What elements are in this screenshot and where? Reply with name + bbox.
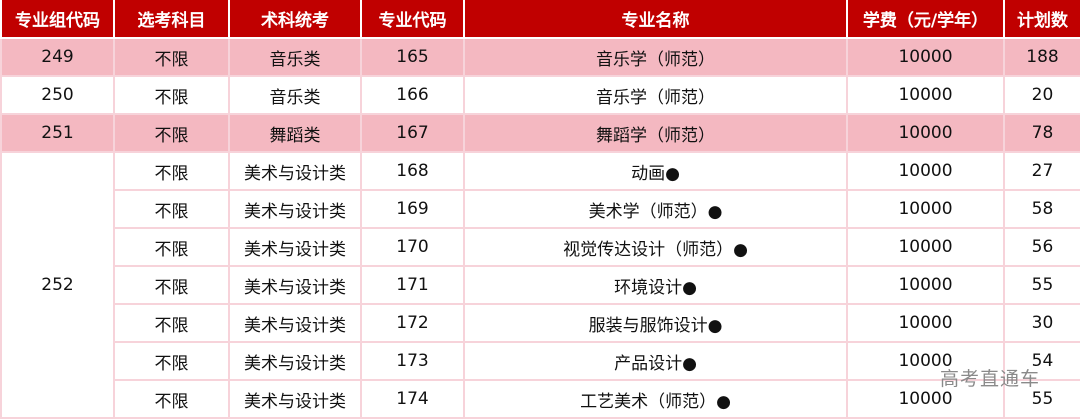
cell-fee: 10000	[846, 37, 1005, 77]
cell-fee: 10000	[846, 113, 1005, 153]
cell-code: 172	[360, 303, 465, 343]
table-row: 251 不限 舞蹈类 167 舞蹈学（师范） 10000 78	[0, 113, 1080, 153]
cell-name: 音乐学（师范）	[463, 37, 848, 77]
cell-exam: 美术与设计类	[228, 151, 362, 191]
watermark: 高考直通车	[940, 368, 1041, 390]
cell-subject: 不限	[113, 341, 230, 381]
table-row: 249 不限 音乐类 165 音乐学（师范） 10000 188	[0, 37, 1080, 77]
cell-exam: 音乐类	[228, 37, 362, 77]
cell-name: 环境设计●	[463, 265, 848, 305]
cell-subject: 不限	[113, 37, 230, 77]
cell-code: 168	[360, 151, 465, 191]
cell-subject: 不限	[113, 265, 230, 305]
cell-subject: 不限	[113, 113, 230, 153]
table-row: 不限 美术与设计类 172 服装与服饰设计● 10000 30	[1, 303, 1080, 343]
cell-subject: 不限	[113, 379, 230, 419]
table-row: 250 不限 音乐类 166 音乐学（师范） 10000 20	[0, 75, 1080, 115]
cell-plan: 54	[1003, 341, 1080, 381]
cell-code: 171	[360, 265, 465, 305]
cell-code: 167	[360, 113, 465, 153]
table-row: 不限 美术与设计类 173 产品设计● 10000 54	[1, 341, 1080, 381]
cell-group: 251	[0, 113, 115, 153]
cell-subject: 不限	[113, 303, 230, 343]
cell-subject: 不限	[113, 227, 230, 267]
cell-plan: 78	[1003, 113, 1080, 153]
cell-subject: 不限	[113, 151, 230, 191]
cell-code: 166	[360, 75, 465, 115]
cell-name: 舞蹈学（师范）	[463, 113, 848, 153]
header-row: 专业组代码 选考科目 术科统考 专业代码 专业名称 学费（元/学年） 计划数	[0, 0, 1080, 39]
cell-code: 173	[360, 341, 465, 381]
cell-exam: 舞蹈类	[228, 113, 362, 153]
cell-exam: 音乐类	[228, 75, 362, 115]
cell-plan: 20	[1003, 75, 1080, 115]
cell-exam: 美术与设计类	[228, 227, 362, 267]
cell-fee: 10000	[846, 227, 1005, 267]
cell-name: 视觉传达设计（师范）●	[463, 227, 848, 267]
cell-plan: 27	[1003, 151, 1080, 191]
cell-exam: 美术与设计类	[228, 189, 362, 229]
header-major-code: 专业代码	[360, 0, 465, 39]
cell-group: 249	[0, 37, 115, 77]
header-fee: 学费（元/学年）	[846, 0, 1005, 39]
cell-subject: 不限	[113, 75, 230, 115]
table-row: 252 不限 美术与设计类 168 动画● 10000 27	[0, 151, 1080, 419]
cell-plan: 55	[1003, 379, 1080, 419]
cell-group: 250	[0, 75, 115, 115]
cell-name: 音乐学（师范）	[463, 75, 848, 115]
cell-fee: 10000	[846, 75, 1005, 115]
cell-group: 252	[0, 151, 115, 419]
cell-code: 165	[360, 37, 465, 77]
cell-code: 170	[360, 227, 465, 267]
cell-fee: 10000	[846, 265, 1005, 305]
cell-plan: 55	[1003, 265, 1080, 305]
cell-code: 174	[360, 379, 465, 419]
cell-subject: 不限	[113, 189, 230, 229]
cell-plan: 30	[1003, 303, 1080, 343]
cell-plan: 58	[1003, 189, 1080, 229]
cell-name: 动画●	[463, 151, 848, 191]
cell-code: 169	[360, 189, 465, 229]
table-row: 不限 美术与设计类 174 工艺美术（师范）● 10000 55	[1, 379, 1080, 419]
header-plan: 计划数	[1003, 0, 1080, 39]
cell-name: 工艺美术（师范）●	[463, 379, 848, 419]
cell-exam: 美术与设计类	[228, 265, 362, 305]
cell-plan: 56	[1003, 227, 1080, 267]
table-row: 不限 美术与设计类 169 美术学（师范）● 10000 58	[1, 189, 1080, 229]
header-major-name: 专业名称	[463, 0, 848, 39]
header-art-exam: 术科统考	[228, 0, 362, 39]
cell-fee: 10000	[846, 189, 1005, 229]
cell-plan: 188	[1003, 37, 1080, 77]
cell-name: 服装与服饰设计●	[463, 303, 848, 343]
cell-fee: 10000	[846, 151, 1005, 191]
header-subject: 选考科目	[113, 0, 230, 39]
cell-exam: 美术与设计类	[228, 341, 362, 381]
table-row: 不限 美术与设计类 171 环境设计● 10000 55	[1, 265, 1080, 305]
cell-fee: 10000	[846, 341, 1005, 381]
cell-fee: 10000	[846, 303, 1005, 343]
cell-exam: 美术与设计类	[228, 379, 362, 419]
cell-name: 产品设计●	[463, 341, 848, 381]
table-row: 不限 美术与设计类 170 视觉传达设计（师范）● 10000 56	[1, 227, 1080, 267]
header-group-code: 专业组代码	[0, 0, 115, 39]
cell-name: 美术学（师范）●	[463, 189, 848, 229]
cell-exam: 美术与设计类	[228, 303, 362, 343]
